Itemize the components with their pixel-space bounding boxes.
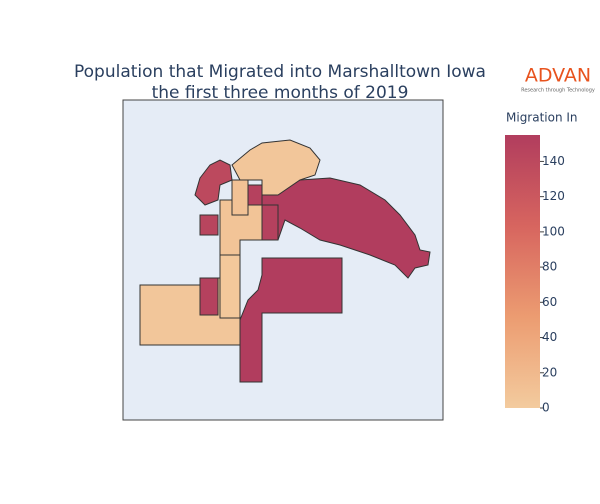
region xyxy=(199,214,219,236)
colorbar-tick-label: 100 xyxy=(542,224,565,238)
logo-tagline: Research through Technology xyxy=(521,88,595,94)
colorbar-tick-label: 80 xyxy=(542,260,557,274)
colorbar-tick-label: 20 xyxy=(542,365,557,379)
colorbar: 0 20 40 60 80 100 120 140 xyxy=(505,135,565,415)
colorbar-tick-label: 0 xyxy=(542,401,550,415)
region xyxy=(199,277,219,316)
colorbar-tick-label: 40 xyxy=(542,330,557,344)
region xyxy=(194,159,233,206)
chart-title: Population that Migrated into Marshallto… xyxy=(74,62,486,82)
colorbar-tick-label: 120 xyxy=(542,189,565,203)
region xyxy=(247,184,263,206)
region xyxy=(231,179,249,216)
region xyxy=(239,257,343,383)
colorbar-tick-label: 60 xyxy=(542,295,557,309)
region xyxy=(219,254,241,319)
colorbar-title: Migration In xyxy=(506,111,578,125)
region xyxy=(231,139,321,196)
logo: ADVAN xyxy=(525,65,591,87)
colorbar-fill xyxy=(505,135,540,408)
regions xyxy=(139,139,431,383)
region xyxy=(261,177,431,279)
region xyxy=(261,204,279,241)
chart-title: the first three months of 2019 xyxy=(152,83,409,103)
colorbar-tick-label: 140 xyxy=(542,154,565,168)
